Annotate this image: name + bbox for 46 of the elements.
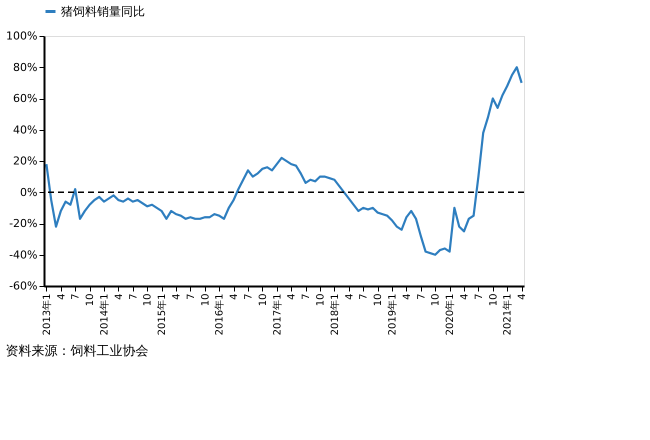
x-tick-label: 2014年1 [98,294,110,336]
x-tick-label: 10 [316,294,326,306]
x-tick-label: 10 [430,294,442,306]
x-tick-label: 10 [258,294,269,306]
x-tick-label: 2017年1 [271,294,284,336]
x-tick-label: 7 [128,294,140,300]
x-tick-label: 10 [200,294,212,306]
legend-label: 猪饲料销量同比 [61,4,145,18]
x-tick-label: 10 [488,294,500,306]
y-tick-label: -20% [9,217,38,230]
y-tick-label: 0% [20,186,38,199]
x-tick-label: 4 [344,294,356,300]
x-tick-label: 7 [358,294,370,300]
x-tick-label: 10 [142,294,154,306]
x-tick-label: 4 [114,294,125,300]
line-series [45,66,523,256]
y-tick-label: -40% [9,248,38,262]
x-tick-label: 7 [70,294,82,300]
x-tick-label: 4 [402,294,413,300]
y-tick-label: 40% [13,123,38,136]
x-tick-label: 10 [373,294,384,306]
y-tick-label: 60% [13,92,38,105]
x-tick-label: 4 [56,294,68,300]
x-tick-label: 4 [229,294,240,300]
y-tick-label: 80% [13,60,38,74]
y-tick-label: 20% [13,154,38,168]
x-tick-label: 2019年1 [386,294,398,336]
y-tick-label: -60% [9,280,38,292]
x-tick-label: 10 [85,294,96,306]
x-tick-label: 4 [460,294,470,300]
x-tick-label: 2021年1 [502,294,514,336]
x-tick-label: 2018年1 [328,294,341,336]
x-tick-label: 4 [286,294,298,300]
x-tick-label: 2013年1 [40,294,53,336]
x-tick-label: 7 [186,294,197,300]
x-tick-label: 2020年1 [444,294,456,336]
x-tick-label: 7 [301,294,312,300]
x-tick-label: 7 [474,294,485,300]
x-tick-label: 2016年1 [214,294,226,336]
x-tick-label: 7 [416,294,428,300]
x-tick-label: 4 [172,294,182,300]
x-tick-label: 2015年1 [156,294,168,336]
x-tick-label: 7 [244,294,254,300]
text: 资料来源：饲料工业协会 [6,344,149,359]
x-tick-label: 4 [517,294,528,300]
y-tick-label: 100% [6,30,38,42]
